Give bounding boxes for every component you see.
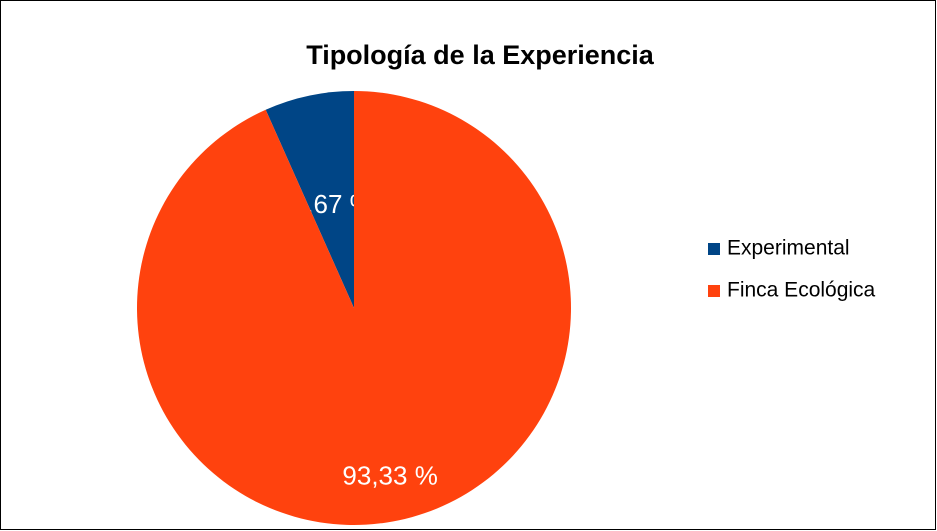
chart-title: Tipología de la Experiencia	[306, 40, 655, 70]
legend-label: Experimental	[727, 237, 850, 260]
pie-slice	[265, 91, 354, 308]
pie-slice	[137, 91, 572, 526]
legend-label: Finca Ecológica	[727, 279, 876, 302]
legend-swatch	[708, 285, 720, 297]
data-label: 93,33 %	[342, 461, 437, 491]
legend-swatch	[708, 243, 720, 255]
